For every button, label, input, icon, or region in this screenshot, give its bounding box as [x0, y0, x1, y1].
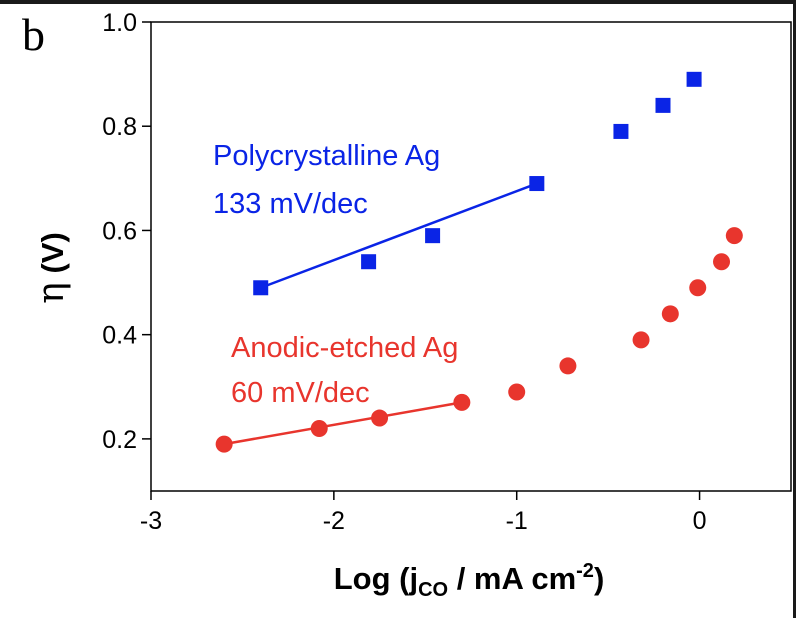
data-points — [215, 71, 743, 453]
series-label-polycrystalline: Polycrystalline Ag — [213, 140, 440, 172]
x-axis-title-post: ) — [594, 561, 604, 596]
y-axis-title-unit: (V) — [35, 232, 70, 282]
y-tick-label: 1.0 — [102, 9, 137, 37]
series-label-anodic-etched: Anodic-etched Ag — [231, 332, 458, 364]
x-tick-label: 0 — [693, 507, 707, 535]
square-marker — [425, 228, 441, 244]
y-tick-label: 0.4 — [102, 322, 137, 350]
square-marker — [253, 280, 269, 296]
circle-marker — [508, 383, 526, 401]
top-border-strip — [0, 0, 796, 4]
circle-marker — [215, 435, 233, 453]
y-axis-title-greek: η — [31, 282, 72, 304]
square-marker — [686, 71, 702, 87]
circle-marker — [310, 419, 328, 437]
plot-frame — [150, 21, 792, 492]
right-border-strip — [793, 0, 796, 618]
slope-label-polycrystalline: 133 mV/dec — [213, 188, 368, 220]
y-axis: 0.2 0.4 0.6 0.8 1.0 — [102, 9, 151, 454]
y-tick-label: 0.2 — [102, 426, 137, 454]
x-axis: -3 -2 -1 0 — [140, 491, 707, 535]
circle-marker — [661, 305, 679, 323]
y-tick-label: 0.6 — [102, 217, 137, 245]
x-axis-title-mid: / mA cm — [448, 561, 576, 596]
circle-marker — [725, 227, 743, 245]
fit-line-anodic-etched — [223, 401, 463, 446]
slope-label-anodic-etched: 60 mV/dec — [231, 377, 370, 409]
fit-line-polycrystalline — [260, 182, 538, 289]
square-marker — [529, 176, 545, 192]
circle-marker — [371, 409, 389, 427]
y-tick-label: 0.8 — [102, 113, 137, 141]
x-axis-title-pre: Log (j — [334, 561, 418, 596]
x-tick-label: -2 — [323, 507, 345, 535]
square-marker — [613, 123, 629, 139]
circle-marker — [689, 279, 707, 297]
circle-marker — [559, 357, 577, 375]
x-axis-title: Log (jCO / mA cm-2) — [334, 560, 605, 601]
panel-label: b — [22, 9, 45, 60]
y-axis-title: η (V) — [31, 232, 72, 304]
circle-marker — [453, 393, 471, 411]
square-marker — [361, 254, 377, 270]
square-marker — [655, 97, 671, 113]
x-axis-title-sub: CO — [418, 579, 448, 601]
circle-marker — [632, 331, 650, 349]
circle-marker — [713, 253, 731, 271]
x-tick-label: -3 — [140, 507, 162, 535]
fit-lines — [223, 182, 538, 446]
x-tick-label: -1 — [506, 507, 528, 535]
x-axis-title-sup: -2 — [576, 560, 594, 582]
